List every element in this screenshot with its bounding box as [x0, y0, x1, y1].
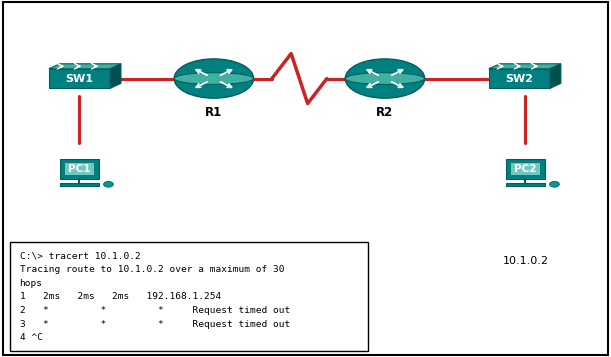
Text: SW1: SW1 [65, 74, 93, 84]
FancyBboxPatch shape [49, 69, 110, 89]
Circle shape [550, 181, 560, 187]
Text: C:\> tracert 10.1.0.2: C:\> tracert 10.1.0.2 [20, 252, 141, 261]
FancyBboxPatch shape [511, 163, 540, 175]
Text: PC1: PC1 [68, 164, 90, 174]
Text: SW2: SW2 [505, 74, 533, 84]
FancyBboxPatch shape [65, 163, 93, 175]
FancyBboxPatch shape [489, 69, 550, 89]
Text: 2   *         *         *     Request timed out: 2 * * * Request timed out [20, 306, 290, 315]
Text: PC2: PC2 [514, 164, 536, 174]
Ellipse shape [174, 59, 254, 98]
Text: R2: R2 [376, 106, 393, 119]
FancyBboxPatch shape [506, 183, 546, 186]
Text: Tracing route to 10.1.0.2 over a maximum of 30: Tracing route to 10.1.0.2 over a maximum… [20, 265, 284, 274]
Text: 4 ^C: 4 ^C [20, 333, 43, 342]
Polygon shape [49, 64, 121, 69]
FancyBboxPatch shape [60, 183, 100, 186]
FancyBboxPatch shape [10, 242, 368, 351]
Ellipse shape [345, 59, 425, 98]
FancyBboxPatch shape [60, 159, 100, 178]
Polygon shape [489, 64, 561, 69]
Text: hops: hops [20, 279, 43, 288]
Text: 1   2ms   2ms   2ms   192.168.1.254: 1 2ms 2ms 2ms 192.168.1.254 [20, 292, 221, 301]
Polygon shape [110, 64, 121, 89]
Text: 10.1.0.2: 10.1.0.2 [502, 256, 549, 266]
Circle shape [104, 181, 114, 187]
Ellipse shape [174, 73, 254, 84]
FancyBboxPatch shape [506, 159, 546, 178]
Text: 192.168.1.1: 192.168.1.1 [46, 256, 113, 266]
Polygon shape [550, 64, 561, 89]
Text: R1: R1 [205, 106, 222, 119]
Text: 3   *         *         *     Request timed out: 3 * * * Request timed out [20, 320, 290, 328]
Ellipse shape [345, 73, 425, 84]
